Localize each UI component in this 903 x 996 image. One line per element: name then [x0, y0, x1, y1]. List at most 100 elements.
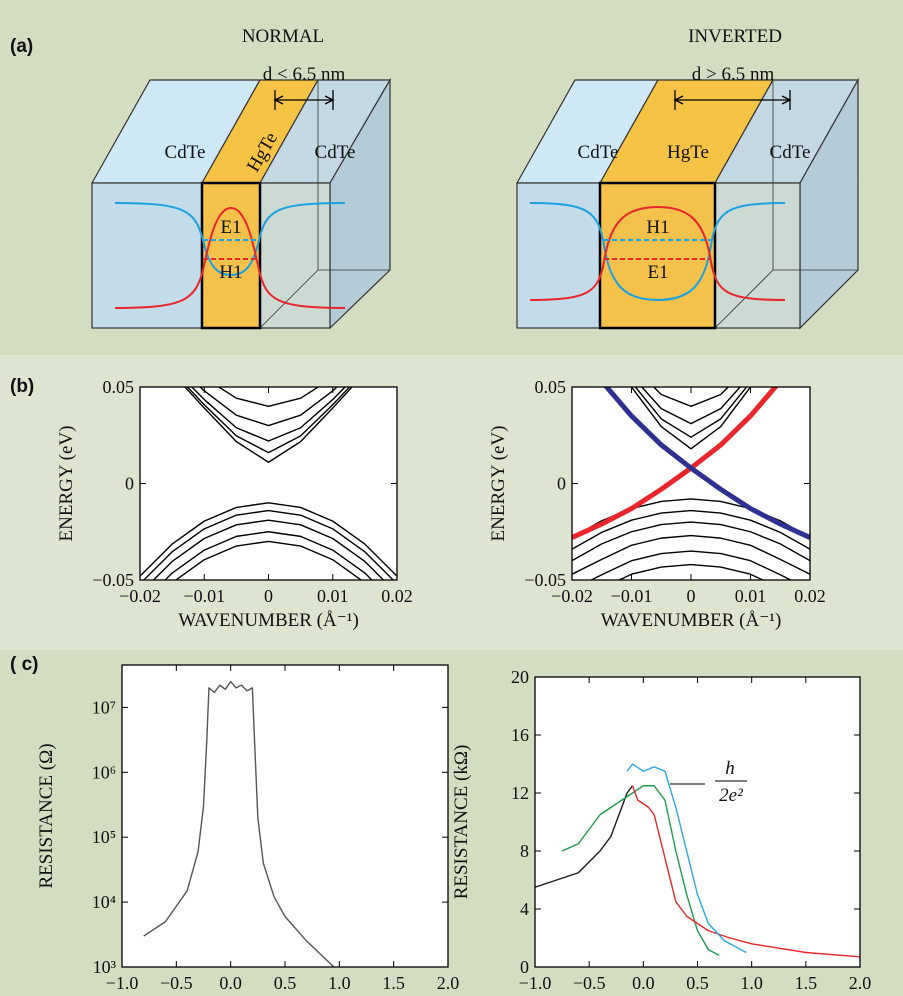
plot-area	[535, 677, 860, 967]
series-line	[589, 550, 793, 580]
y-tick-label: −0.05	[92, 570, 134, 590]
annotation-numerator: h	[725, 758, 735, 779]
x-tick-label: 0.0	[632, 973, 655, 993]
x-tick-label: −0.02	[119, 586, 161, 606]
series-line	[174, 540, 363, 580]
panel-label: ( c)	[10, 654, 39, 675]
y-tick-label: 16	[511, 725, 529, 745]
x-tick-label: 2.0	[437, 973, 460, 993]
series-line	[652, 387, 730, 407]
y-tick-label: 10⁶	[92, 762, 116, 782]
y-tick-label: 0	[557, 474, 566, 494]
x-tick-label: −1.0	[519, 973, 552, 993]
series-line	[572, 534, 810, 575]
dimension-arrow	[273, 90, 335, 110]
series-line	[217, 387, 320, 407]
x-axis-title: WAVENUMBER (Å⁻¹)	[601, 610, 782, 631]
y-tick-label: 10⁵	[92, 827, 116, 847]
x-tick-label: 0.02	[381, 586, 413, 606]
series-line	[199, 387, 338, 427]
layer-label: CdTe	[578, 142, 619, 163]
panel-label: (a)	[10, 36, 33, 57]
x-tick-label: 1.5	[795, 973, 818, 993]
y-tick-label: 0.05	[535, 377, 567, 397]
inverted-box	[515, 77, 860, 330]
y-tick-label: 8	[520, 841, 529, 861]
series-line	[572, 387, 779, 540]
x-tick-label: −0.5	[573, 973, 606, 993]
y-tick-label: 0	[125, 474, 134, 494]
series-line	[630, 387, 752, 450]
series-group	[572, 387, 810, 580]
series-line	[186, 387, 351, 454]
series-line	[184, 387, 353, 463]
x-tick-label: 0	[264, 586, 273, 606]
series-line	[572, 509, 810, 550]
series-line	[603, 387, 810, 540]
band-edge	[114, 206, 346, 309]
x-tick-label: −0.02	[551, 586, 593, 606]
x-tick-label: 0.5	[686, 973, 709, 993]
band-edge	[529, 202, 786, 302]
y-tick-label: 12	[511, 783, 529, 803]
y-axis-title: RESISTANCE (Ω)	[36, 743, 57, 888]
series-line	[561, 785, 720, 957]
series-line	[152, 519, 385, 580]
annotation-denominator: 2e²	[719, 785, 743, 806]
panel-label: (b)	[10, 376, 34, 397]
series-line	[626, 763, 747, 954]
y-tick-label: 4	[520, 899, 529, 919]
panel-title: NORMAL	[242, 26, 324, 47]
panel-title: INVERTED	[688, 26, 782, 47]
series-group	[143, 680, 335, 967]
x-tick-label: 0	[687, 586, 696, 606]
layer-label: CdTe	[315, 142, 356, 163]
band-edge	[114, 202, 346, 277]
level-label: E1	[647, 262, 668, 283]
x-tick-label: 0.0	[219, 973, 242, 993]
dimension-label: d > 6.5 nm	[692, 64, 775, 85]
y-axis-title: ENERGY (eV)	[56, 426, 77, 542]
x-tick-label: −0.5	[160, 973, 193, 993]
x-tick-label: −0.01	[611, 586, 653, 606]
y-axis-title: RESISTANCE (kΩ)	[451, 745, 472, 900]
series-line	[617, 563, 765, 580]
panel-a: (a) NORMAL INVERTED CdTe HgTe CdTe E1 H1	[10, 26, 860, 330]
layer-label: HgTe	[667, 142, 709, 163]
dimension-label: d < 6.5 nm	[263, 64, 346, 85]
y-tick-label: −0.05	[524, 570, 566, 590]
level-label: H1	[646, 217, 669, 238]
x-tick-label: 0.01	[735, 586, 767, 606]
band-edge	[529, 205, 786, 301]
y-tick-label: 10³	[93, 957, 117, 977]
layer-label: CdTe	[165, 142, 206, 163]
series-line	[143, 680, 335, 967]
y-tick-label: 10⁷	[92, 697, 116, 717]
y-tick-label: 20	[511, 667, 529, 687]
series-line	[140, 502, 397, 577]
series-line	[142, 509, 395, 580]
plot-area	[122, 665, 448, 967]
series-line	[631, 785, 860, 958]
normal-box	[90, 77, 392, 330]
series-line	[190, 387, 347, 442]
series-group	[535, 763, 860, 958]
y-tick-label: 10⁴	[92, 892, 116, 912]
level-label: H1	[219, 262, 242, 283]
dimension-arrow	[673, 90, 792, 110]
y-tick-label: 0.05	[103, 377, 135, 397]
x-tick-label: 1.5	[382, 973, 405, 993]
plot-area	[140, 387, 397, 580]
x-tick-label: 0.02	[794, 586, 826, 606]
level-label: E1	[220, 217, 241, 238]
x-tick-label: 1.0	[740, 973, 763, 993]
series-group	[140, 387, 397, 580]
plot-area	[572, 387, 810, 580]
series-line	[640, 387, 742, 425]
series-line	[634, 387, 748, 438]
y-axis-title: ENERGY (eV)	[488, 426, 509, 542]
series-line	[535, 785, 634, 888]
x-tick-label: 0.5	[274, 973, 297, 993]
x-tick-label: 0.01	[317, 586, 349, 606]
